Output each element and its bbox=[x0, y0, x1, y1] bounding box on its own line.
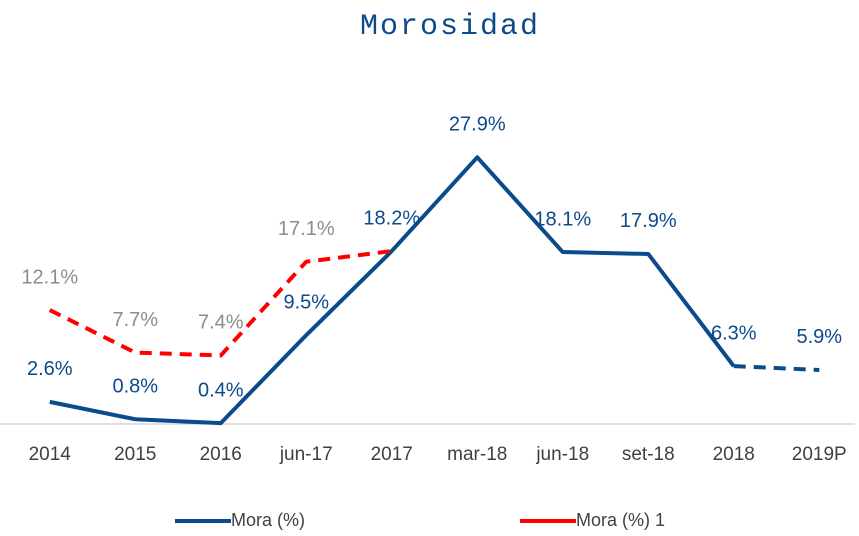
chart-title: Morosidad bbox=[360, 10, 540, 44]
data-label: 12.1% bbox=[21, 266, 78, 288]
x-tick-label: mar-18 bbox=[447, 444, 507, 465]
data-label: 9.5% bbox=[283, 291, 329, 313]
data-label: 5.9% bbox=[796, 326, 842, 348]
data-label: 17.1% bbox=[278, 218, 335, 240]
series-line bbox=[48, 249, 392, 358]
x-tick-label: 2016 bbox=[200, 444, 242, 465]
x-tick-label: set-18 bbox=[622, 444, 675, 465]
data-label: 7.7% bbox=[112, 309, 158, 331]
x-tick-label: jun-18 bbox=[535, 444, 589, 465]
x-tick-label: 2017 bbox=[371, 444, 413, 465]
data-label: 0.4% bbox=[198, 379, 244, 401]
data-label: 6.3% bbox=[711, 322, 757, 344]
series-line bbox=[733, 364, 820, 372]
legend-label: Mora (%) bbox=[231, 510, 305, 530]
series-line bbox=[49, 155, 736, 426]
x-tick-label: 2019P bbox=[792, 444, 847, 465]
x-tick-label: 2014 bbox=[29, 444, 72, 465]
data-label: 7.4% bbox=[198, 312, 244, 334]
x-tick-label: jun-17 bbox=[279, 444, 333, 465]
x-tick-label: 2015 bbox=[114, 444, 156, 465]
data-label: 0.8% bbox=[112, 376, 158, 398]
data-label: 18.1% bbox=[534, 208, 591, 230]
data-label: 2.6% bbox=[27, 358, 73, 380]
x-tick-label: 2018 bbox=[713, 444, 755, 465]
legend-label: Mora (%) 1 bbox=[576, 510, 665, 530]
data-label: 18.2% bbox=[363, 207, 420, 229]
data-label: 17.9% bbox=[620, 210, 677, 232]
data-label: 27.9% bbox=[449, 114, 506, 136]
